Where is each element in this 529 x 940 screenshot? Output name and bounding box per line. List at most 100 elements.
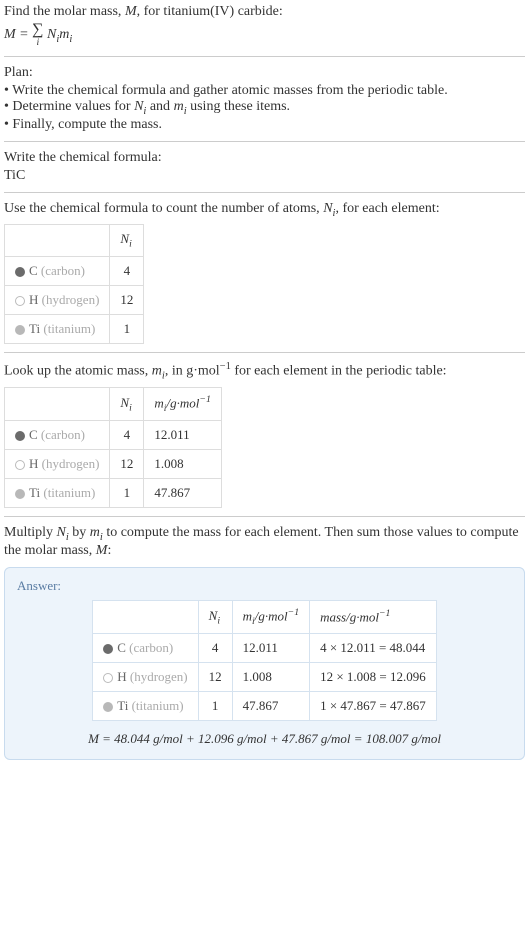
element-swatch-icon bbox=[15, 267, 25, 277]
ni-value: 12 bbox=[110, 285, 144, 314]
empty-header bbox=[93, 601, 198, 634]
element-swatch-icon bbox=[15, 431, 25, 441]
element-cell: H (hydrogen) bbox=[5, 285, 110, 314]
table-row: C (carbon) 4 bbox=[5, 256, 144, 285]
table-row: H (hydrogen) 12 bbox=[5, 285, 144, 314]
mi-value: 1.008 bbox=[144, 450, 221, 479]
element-cell: H (hydrogen) bbox=[5, 450, 110, 479]
divider bbox=[4, 352, 525, 353]
answer-box: Answer: Ni mi/g·mol−1 mass/g·mol−1 C (ca… bbox=[4, 567, 525, 760]
empty-header bbox=[5, 388, 110, 421]
ni-value: 1 bbox=[110, 479, 144, 508]
table-row: Ti (titanium) 1 47.867 1 × 47.867 = 47.8… bbox=[93, 692, 437, 721]
element-swatch-icon bbox=[103, 644, 113, 654]
mass-label: Look up the atomic mass, mi, in g·mol−1 … bbox=[4, 361, 525, 381]
mi-value: 47.867 bbox=[144, 479, 221, 508]
table-row: Ti (titanium) 1 47.867 bbox=[5, 479, 222, 508]
element-swatch-icon bbox=[15, 296, 25, 306]
element-symbol: Ti bbox=[29, 321, 40, 336]
final-answer: M = 48.044 g/mol + 12.096 g/mol + 47.867… bbox=[17, 731, 512, 747]
mass-value: 4 × 12.011 = 48.044 bbox=[310, 634, 437, 663]
compute-label: Multiply Ni by mi to compute the mass fo… bbox=[4, 525, 525, 559]
plan-item: • Write the chemical formula and gather … bbox=[4, 83, 525, 99]
element-name: (hydrogen) bbox=[42, 456, 100, 471]
element-name: (carbon) bbox=[41, 263, 85, 278]
count-section: Use the chemical formula to count the nu… bbox=[4, 201, 525, 344]
element-swatch-icon bbox=[103, 702, 113, 712]
mi-value: 12.011 bbox=[232, 634, 309, 663]
mass-header: mass/g·mol−1 bbox=[310, 601, 437, 634]
ni-header: Ni bbox=[110, 388, 144, 421]
plan-item: • Determine values for Ni and mi using t… bbox=[4, 99, 525, 117]
element-cell: Ti (titanium) bbox=[93, 692, 198, 721]
ni-value: 12 bbox=[110, 450, 144, 479]
divider bbox=[4, 141, 525, 142]
element-symbol: C bbox=[29, 427, 38, 442]
answer-label: Answer: bbox=[17, 578, 512, 594]
element-name: (carbon) bbox=[129, 640, 173, 655]
table-row: Ti (titanium) 1 bbox=[5, 314, 144, 343]
element-name: (carbon) bbox=[41, 427, 85, 442]
plan-section: Plan: • Write the chemical formula and g… bbox=[4, 65, 525, 133]
element-symbol: Ti bbox=[117, 698, 128, 713]
ni-value: 1 bbox=[110, 314, 144, 343]
ni-value: 4 bbox=[110, 421, 144, 450]
formula-section: Write the chemical formula: TiC bbox=[4, 150, 525, 184]
mass-table: Ni mi/g·mol−1 C (carbon) 4 12.011 H (hyd… bbox=[4, 387, 222, 508]
table-row: C (carbon) 4 12.011 4 × 12.011 = 48.044 bbox=[93, 634, 437, 663]
element-swatch-icon bbox=[15, 489, 25, 499]
table-row: H (hydrogen) 12 1.008 bbox=[5, 450, 222, 479]
ni-header: Ni bbox=[198, 601, 232, 634]
plan-item: • Finally, compute the mass. bbox=[4, 117, 525, 133]
intro-line: Find the molar mass, M, for titanium(IV)… bbox=[4, 4, 525, 20]
count-label: Use the chemical formula to count the nu… bbox=[4, 201, 525, 219]
mass-value: 12 × 1.008 = 12.096 bbox=[310, 663, 437, 692]
element-name: (titanium) bbox=[43, 485, 95, 500]
divider bbox=[4, 56, 525, 57]
element-symbol: H bbox=[29, 456, 38, 471]
table-header-row: Ni mi/g·mol−1 mass/g·mol−1 bbox=[93, 601, 437, 634]
table-header-row: Ni bbox=[5, 225, 144, 257]
table-row: H (hydrogen) 12 1.008 12 × 1.008 = 12.09… bbox=[93, 663, 437, 692]
element-name: (titanium) bbox=[132, 698, 184, 713]
element-symbol: C bbox=[117, 640, 126, 655]
element-cell: H (hydrogen) bbox=[93, 663, 198, 692]
divider bbox=[4, 516, 525, 517]
element-swatch-icon bbox=[15, 325, 25, 335]
element-cell: Ti (titanium) bbox=[5, 314, 110, 343]
element-cell: C (carbon) bbox=[93, 634, 198, 663]
element-cell: Ti (titanium) bbox=[5, 479, 110, 508]
mi-value: 47.867 bbox=[232, 692, 309, 721]
element-symbol: C bbox=[29, 263, 38, 278]
element-name: (hydrogen) bbox=[130, 669, 188, 684]
element-swatch-icon bbox=[15, 460, 25, 470]
ni-value: 4 bbox=[110, 256, 144, 285]
divider bbox=[4, 192, 525, 193]
mi-header: mi/g·mol−1 bbox=[144, 388, 221, 421]
element-cell: C (carbon) bbox=[5, 256, 110, 285]
count-table: Ni C (carbon) 4 H (hydrogen) 12 Ti (tita… bbox=[4, 224, 144, 344]
plan-title: Plan: bbox=[4, 65, 525, 81]
ni-value: 4 bbox=[198, 634, 232, 663]
mi-value: 1.008 bbox=[232, 663, 309, 692]
table-header-row: Ni mi/g·mol−1 bbox=[5, 388, 222, 421]
mi-value: 12.011 bbox=[144, 421, 221, 450]
intro-section: Find the molar mass, M, for titanium(IV)… bbox=[4, 4, 525, 48]
element-symbol: H bbox=[29, 292, 38, 307]
element-swatch-icon bbox=[103, 673, 113, 683]
element-cell: C (carbon) bbox=[5, 421, 110, 450]
empty-header bbox=[5, 225, 110, 257]
mi-header: mi/g·mol−1 bbox=[232, 601, 309, 634]
mass-value: 1 × 47.867 = 47.867 bbox=[310, 692, 437, 721]
formula-label: Write the chemical formula: bbox=[4, 150, 525, 166]
mass-section: Look up the atomic mass, mi, in g·mol−1 … bbox=[4, 361, 525, 508]
compute-section: Multiply Ni by mi to compute the mass fo… bbox=[4, 525, 525, 760]
element-symbol: H bbox=[117, 669, 126, 684]
molar-mass-formula: M = ∑i Nimi bbox=[4, 22, 525, 48]
table-row: C (carbon) 4 12.011 bbox=[5, 421, 222, 450]
ni-header: Ni bbox=[110, 225, 144, 257]
element-symbol: Ti bbox=[29, 485, 40, 500]
ni-value: 12 bbox=[198, 663, 232, 692]
element-name: (hydrogen) bbox=[42, 292, 100, 307]
element-name: (titanium) bbox=[43, 321, 95, 336]
